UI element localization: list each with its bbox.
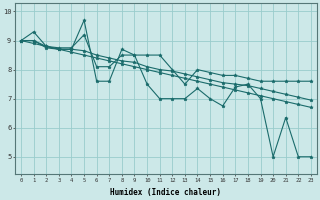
X-axis label: Humidex (Indice chaleur): Humidex (Indice chaleur): [110, 188, 221, 197]
